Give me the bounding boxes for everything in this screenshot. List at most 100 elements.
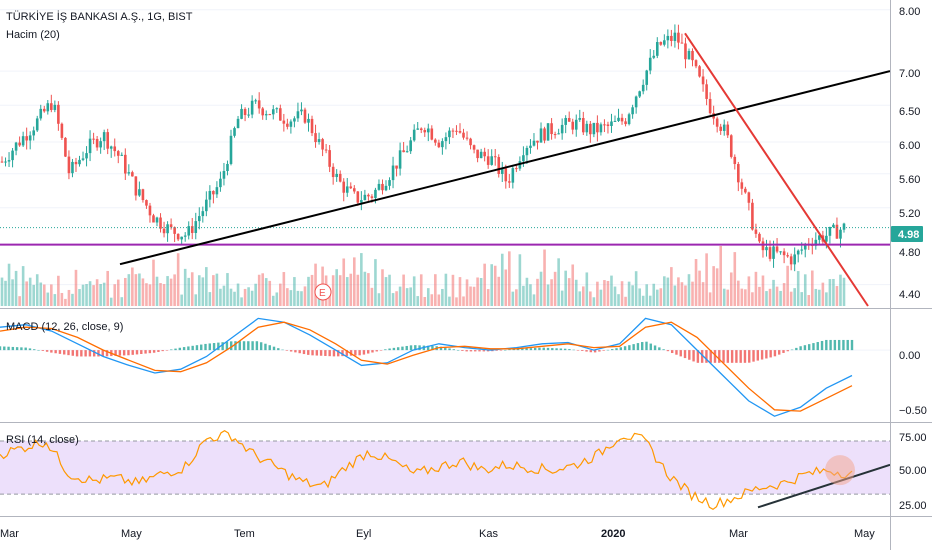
candle-body[interactable] xyxy=(581,118,585,133)
candle-body[interactable] xyxy=(116,151,120,156)
candle-body[interactable] xyxy=(441,141,444,148)
candle-body[interactable] xyxy=(596,122,599,133)
candle-body[interactable] xyxy=(74,161,78,165)
candle-body[interactable] xyxy=(557,133,560,135)
candle-body[interactable] xyxy=(751,202,754,230)
candle-body[interactable] xyxy=(462,132,465,138)
candle-body[interactable] xyxy=(120,154,124,156)
candle-body[interactable] xyxy=(64,137,67,157)
candle-body[interactable] xyxy=(437,142,441,148)
candle-body[interactable] xyxy=(219,178,222,188)
candle-body[interactable] xyxy=(286,123,289,127)
candle-body[interactable] xyxy=(363,194,367,201)
candle-body[interactable] xyxy=(719,126,722,131)
candle-body[interactable] xyxy=(493,156,497,158)
candle-body[interactable] xyxy=(638,91,641,97)
candle-body[interactable] xyxy=(761,241,765,251)
candle-body[interactable] xyxy=(360,200,363,203)
candle-body[interactable] xyxy=(257,100,261,109)
candle-body[interactable] xyxy=(839,229,842,239)
candle-body[interactable] xyxy=(476,149,479,159)
candle-body[interactable] xyxy=(737,164,740,183)
candle-body[interactable] xyxy=(250,100,254,115)
candle-body[interactable] xyxy=(169,224,173,228)
candle-body[interactable] xyxy=(50,103,53,110)
candle-body[interactable] xyxy=(550,123,553,135)
candle-body[interactable] xyxy=(606,124,610,126)
candle-body[interactable] xyxy=(617,117,620,121)
candle-body[interactable] xyxy=(208,190,212,200)
candle-body[interactable] xyxy=(560,124,564,134)
candle-body[interactable] xyxy=(525,147,529,156)
candle-body[interactable] xyxy=(747,192,751,203)
candle-body[interactable] xyxy=(201,211,205,217)
candle-body[interactable] xyxy=(500,168,504,174)
candle-body[interactable] xyxy=(4,161,7,163)
candle-body[interactable] xyxy=(145,200,148,206)
candle-body[interactable] xyxy=(426,128,430,133)
candle-body[interactable] xyxy=(367,194,370,197)
candle-body[interactable] xyxy=(740,182,744,189)
candle-body[interactable] xyxy=(14,142,18,151)
candle-body[interactable] xyxy=(779,251,782,253)
candle-body[interactable] xyxy=(353,188,356,192)
candle-body[interactable] xyxy=(578,118,582,120)
candle-body[interactable] xyxy=(264,114,268,116)
candle-body[interactable] xyxy=(818,235,821,240)
candle-body[interactable] xyxy=(53,104,57,110)
candle-body[interactable] xyxy=(405,151,409,153)
candle-body[interactable] xyxy=(522,155,525,162)
candle-body[interactable] xyxy=(772,246,775,259)
candle-body[interactable] xyxy=(370,196,374,198)
candle-body[interactable] xyxy=(455,130,458,132)
candle-body[interactable] xyxy=(18,142,21,146)
candle-body[interactable] xyxy=(99,141,102,148)
candle-body[interactable] xyxy=(345,186,349,193)
candle-body[interactable] xyxy=(624,121,627,125)
candle-body[interactable] xyxy=(419,128,423,131)
candle-body[interactable] xyxy=(803,244,807,250)
candle-body[interactable] xyxy=(469,138,472,146)
rsi-trend-line[interactable] xyxy=(757,463,891,509)
candle-body[interactable] xyxy=(183,235,187,237)
candle-body[interactable] xyxy=(212,190,215,195)
uptrend-line[interactable] xyxy=(119,70,891,266)
candle-body[interactable] xyxy=(296,111,300,119)
candle-body[interactable] xyxy=(451,130,455,132)
candle-body[interactable] xyxy=(39,108,43,119)
candle-body[interactable] xyxy=(782,251,786,256)
candle-body[interactable] xyxy=(691,50,694,61)
candle-body[interactable] xyxy=(684,43,687,60)
candle-body[interactable] xyxy=(532,140,536,146)
candle-body[interactable] xyxy=(574,119,578,130)
candle-body[interactable] xyxy=(409,140,412,152)
candle-body[interactable] xyxy=(109,146,113,149)
candle-body[interactable] xyxy=(388,180,391,186)
candle-body[interactable] xyxy=(314,133,317,143)
candle-body[interactable] xyxy=(564,117,567,125)
candle-body[interactable] xyxy=(67,156,71,174)
candle-body[interactable] xyxy=(620,117,624,122)
candle-body[interactable] xyxy=(124,154,127,174)
candle-body[interactable] xyxy=(472,145,476,150)
candle-body[interactable] xyxy=(152,215,155,223)
candle-body[interactable] xyxy=(398,150,402,169)
candle-body[interactable] xyxy=(627,114,631,125)
candle-body[interactable] xyxy=(603,124,606,126)
candle-body[interactable] xyxy=(536,140,539,143)
candle-body[interactable] xyxy=(328,150,331,167)
candle-body[interactable] xyxy=(134,176,138,196)
candle-body[interactable] xyxy=(243,108,247,116)
candle-body[interactable] xyxy=(589,123,592,135)
candle-body[interactable] xyxy=(229,135,233,164)
candle-body[interactable] xyxy=(655,42,659,56)
candle-body[interactable] xyxy=(483,151,486,157)
candle-body[interactable] xyxy=(705,84,708,99)
candle-body[interactable] xyxy=(729,135,733,157)
candle-body[interactable] xyxy=(92,138,95,140)
candle-body[interactable] xyxy=(60,123,64,138)
candle-body[interactable] xyxy=(508,181,511,183)
candle-body[interactable] xyxy=(645,70,649,85)
candle-body[interactable] xyxy=(652,55,656,58)
candle-body[interactable] xyxy=(102,132,106,142)
